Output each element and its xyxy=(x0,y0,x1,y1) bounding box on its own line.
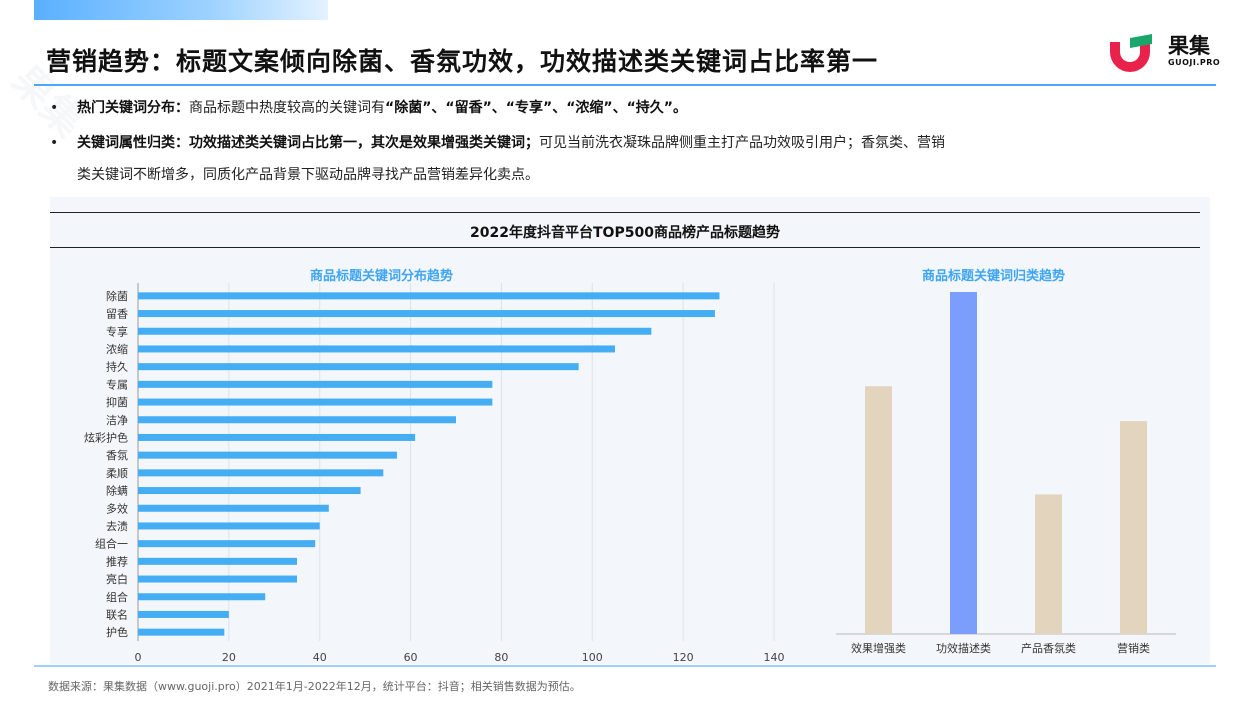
page-title: 营销趋势：标题文案倾向除菌、香氛功效，功效描述类关键词占比率第一 xyxy=(46,47,879,76)
y-category-label: 除螨 xyxy=(106,484,128,498)
y-category-label: 亮白 xyxy=(106,572,128,586)
y-category-label: 香氛 xyxy=(106,449,128,462)
brand-logo-icon xyxy=(1110,34,1152,72)
keyword-bar xyxy=(138,575,297,583)
y-category-label: 联名 xyxy=(106,607,128,621)
chart-title: 2022年度抖音平台TOP500商品榜产品标题趋势 xyxy=(470,225,780,241)
y-category-label: 除菌 xyxy=(106,289,128,303)
y-category-label: 护色 xyxy=(106,625,128,639)
bullet-text: 商品标题中热度较高的关键词有 xyxy=(189,100,385,116)
title-divider xyxy=(34,84,1216,86)
category-bar xyxy=(865,386,892,634)
y-category-label: 留香 xyxy=(106,308,128,321)
x-category-label: 产品香氛类 xyxy=(1021,641,1076,655)
keyword-bar xyxy=(138,416,456,424)
keyword-bar xyxy=(138,593,266,601)
keyword-bar xyxy=(138,522,320,530)
category-bar xyxy=(1035,494,1062,634)
y-category-label: 去渍 xyxy=(106,520,128,533)
x-tick-label: 60 xyxy=(404,651,418,664)
x-tick-label: 20 xyxy=(222,651,236,664)
keyword-bar xyxy=(138,628,225,636)
keyword-bar xyxy=(138,363,579,371)
x-tick-label: 0 xyxy=(135,651,142,664)
x-category-label: 营销类 xyxy=(1117,641,1150,655)
bullet-label: 关键词属性归类： xyxy=(77,135,189,151)
x-tick-label: 100 xyxy=(582,651,603,664)
top-accent-bar xyxy=(34,0,328,20)
y-category-label: 持久 xyxy=(106,360,128,374)
bullet-text: 可见当前洗衣凝珠品牌侧重主打产品功效吸引用户；香氛类、营销 xyxy=(539,135,945,151)
keyword-bar xyxy=(138,380,493,388)
chart-title-rule xyxy=(50,247,1200,248)
footer-divider xyxy=(34,665,1216,667)
bullet-label: 热门关键词分布： xyxy=(77,100,189,116)
x-tick-label: 140 xyxy=(764,651,785,664)
y-category-label: 专享 xyxy=(106,324,128,338)
y-category-label: 抑菌 xyxy=(106,395,128,409)
keyword-bar xyxy=(138,469,384,477)
data-source-note: 数据来源：果集数据（www.guoji.pro）2021年1月-2022年12月… xyxy=(48,680,581,693)
keyword-bar xyxy=(138,504,329,512)
y-category-label: 组合 xyxy=(106,590,128,604)
keyword-bar xyxy=(138,398,493,406)
keyword-bar xyxy=(138,487,361,495)
keyword-bar xyxy=(138,540,316,548)
keyword-bar xyxy=(138,327,652,335)
keyword-bar xyxy=(138,292,720,300)
x-category-label: 效果增强类 xyxy=(851,641,906,655)
keyword-bar xyxy=(138,345,615,353)
keyword-bar xyxy=(138,557,297,565)
y-category-label: 推荐 xyxy=(106,554,128,568)
keyword-bar xyxy=(138,610,229,618)
y-category-label: 组合一 xyxy=(95,537,128,551)
bullet-keywords: “除菌”、“留香”、“专享”、“浓缩”、“持久”。 xyxy=(385,100,688,116)
keyword-chart-title: 商品标题关键词分布趋势 xyxy=(310,269,454,284)
keyword-bar xyxy=(138,433,416,441)
chart-panel xyxy=(50,197,1210,664)
bullet-highlight: 功效描述类关键词占比第一，其次是效果增强类关键词； xyxy=(189,135,539,151)
y-category-label: 多效 xyxy=(106,501,128,515)
keyword-bar xyxy=(138,310,715,318)
y-category-label: 洁净 xyxy=(106,413,128,427)
category-bar xyxy=(1120,421,1147,634)
category-chart-title: 商品标题关键词归类趋势 xyxy=(922,269,1066,284)
y-category-label: 专属 xyxy=(106,377,128,391)
brand-logo-subtext: GUOJI.PRO xyxy=(1168,58,1221,67)
bullet-text-continued: 类关键词不断增多，同质化产品背景下驱动品牌寻找产品营销差异化卖点。 xyxy=(77,167,539,183)
category-bar xyxy=(950,292,977,634)
chart-top-rule xyxy=(50,212,1200,213)
bullet-marker: • xyxy=(50,100,59,116)
bullet-marker: • xyxy=(50,135,59,151)
y-category-label: 炫彩护色 xyxy=(84,430,128,444)
y-category-label: 柔顺 xyxy=(106,467,128,480)
x-tick-label: 120 xyxy=(673,651,694,664)
x-tick-label: 80 xyxy=(494,651,508,664)
y-category-label: 浓缩 xyxy=(106,343,128,356)
brand-logo-text: 果集 xyxy=(1168,34,1210,58)
x-tick-label: 40 xyxy=(313,651,327,664)
x-category-label: 功效描述类 xyxy=(936,641,991,655)
keyword-bar xyxy=(138,451,397,459)
